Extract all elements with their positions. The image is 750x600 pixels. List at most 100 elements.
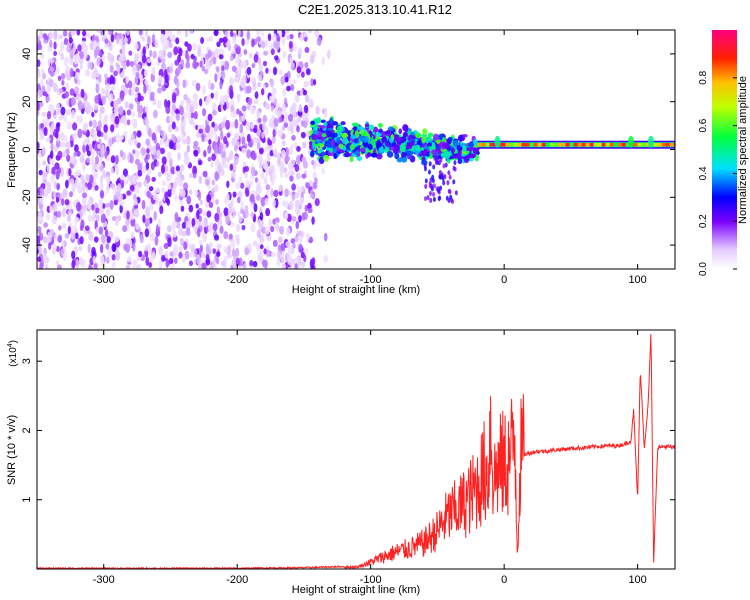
noise-cell xyxy=(60,73,66,80)
transition-cell xyxy=(320,119,326,124)
noise-cell xyxy=(205,53,210,60)
noise-cell xyxy=(246,133,251,143)
noise-cell xyxy=(104,38,109,44)
noise-cell xyxy=(170,110,175,116)
noise-cell xyxy=(244,205,249,214)
noise-cell xyxy=(281,103,286,112)
noise-cell xyxy=(164,191,169,200)
streak-cell xyxy=(426,195,430,201)
steady-band-cell xyxy=(621,142,628,147)
noise-cell xyxy=(255,137,261,145)
noise-cell xyxy=(218,54,224,60)
noise-cell xyxy=(223,231,229,240)
steady-band-cell xyxy=(617,142,624,147)
noise-cell xyxy=(171,187,176,195)
transition-cell xyxy=(467,153,474,159)
noise-cell xyxy=(115,133,121,143)
noise-cell xyxy=(174,59,180,66)
noise-cell xyxy=(70,230,75,240)
noise-cell xyxy=(192,79,197,87)
noise-cell xyxy=(289,144,294,152)
transition-cell xyxy=(377,123,384,128)
transition-cell xyxy=(427,132,434,138)
transition-cell xyxy=(462,144,467,153)
noise-cell xyxy=(291,216,297,222)
noise-cell xyxy=(76,30,81,36)
steady-band-cell xyxy=(661,142,668,147)
streak-cell xyxy=(428,161,432,167)
noise-cell xyxy=(109,65,114,73)
steady-band-cell xyxy=(561,142,568,147)
transition-cell xyxy=(370,138,376,146)
noise-cell xyxy=(65,82,70,91)
transition-cell xyxy=(318,156,325,165)
noise-cell xyxy=(308,99,314,109)
noise-cell xyxy=(165,257,169,268)
noise-cell xyxy=(186,135,191,145)
noise-cell xyxy=(216,41,221,48)
noise-cell xyxy=(259,147,264,155)
noise-cell xyxy=(167,237,172,248)
noise-cell xyxy=(260,171,265,180)
noise-cell xyxy=(110,85,116,91)
noise-cell xyxy=(40,194,44,205)
noise-cell xyxy=(99,174,104,185)
noise-cell xyxy=(76,201,82,212)
noise-cell xyxy=(167,187,172,198)
transition-cell xyxy=(356,156,363,161)
noise-cell xyxy=(88,231,94,241)
noise-cell xyxy=(303,254,307,263)
noise-cell xyxy=(284,188,289,198)
transition-cell xyxy=(400,143,407,152)
noise-cell xyxy=(101,95,107,105)
noise-cell xyxy=(79,236,84,245)
noise-cell xyxy=(290,83,295,92)
noise-cell xyxy=(149,255,154,262)
noise-cell xyxy=(105,202,110,208)
colorbar-tick-label: 0.8 xyxy=(698,70,709,84)
noise-cell xyxy=(246,85,252,94)
noise-cell xyxy=(111,254,116,261)
noise-cell xyxy=(171,121,176,130)
streak-cell xyxy=(429,197,433,203)
noise-cell xyxy=(160,164,165,174)
noise-cell xyxy=(281,263,287,269)
noise-cell xyxy=(289,57,294,64)
x-tick-label: -100 xyxy=(360,574,382,586)
noise-cell xyxy=(294,263,298,269)
band-blip xyxy=(627,135,634,148)
noise-cell xyxy=(214,171,220,181)
noise-cell xyxy=(62,30,68,37)
noise-cell xyxy=(265,166,269,177)
streak-cell xyxy=(438,170,442,176)
steady-band-cell xyxy=(485,142,492,147)
colorbar-ticks: 0.0 0.2 0.4 0.6 0.8 xyxy=(698,70,737,276)
noise-cell xyxy=(274,55,279,61)
noise-cell xyxy=(81,192,88,199)
noise-cell xyxy=(64,179,69,189)
noise-cell xyxy=(109,199,114,210)
noise-cell xyxy=(137,162,143,172)
noise-cell xyxy=(103,132,108,141)
transition-cell xyxy=(320,133,327,138)
noise-cell xyxy=(80,155,84,164)
transition-cell xyxy=(396,157,403,163)
noise-cell xyxy=(307,208,313,214)
noise-cell xyxy=(114,235,120,243)
noise-cell xyxy=(100,233,106,244)
noise-cell xyxy=(207,79,212,90)
noise-cell xyxy=(301,173,307,179)
steady-band-cell xyxy=(541,142,548,147)
noise-cell xyxy=(70,30,76,36)
noise-cell xyxy=(152,50,157,59)
transition-cell xyxy=(414,149,421,154)
transition-cell xyxy=(354,138,358,144)
noise-cell xyxy=(251,152,257,161)
noise-cell xyxy=(169,30,173,40)
noise-cell xyxy=(301,156,307,164)
noise-cell xyxy=(154,235,159,246)
noise-cell xyxy=(220,130,224,141)
noise-cell xyxy=(197,263,202,269)
noise-cell xyxy=(122,63,127,70)
noise-cell xyxy=(139,233,144,244)
